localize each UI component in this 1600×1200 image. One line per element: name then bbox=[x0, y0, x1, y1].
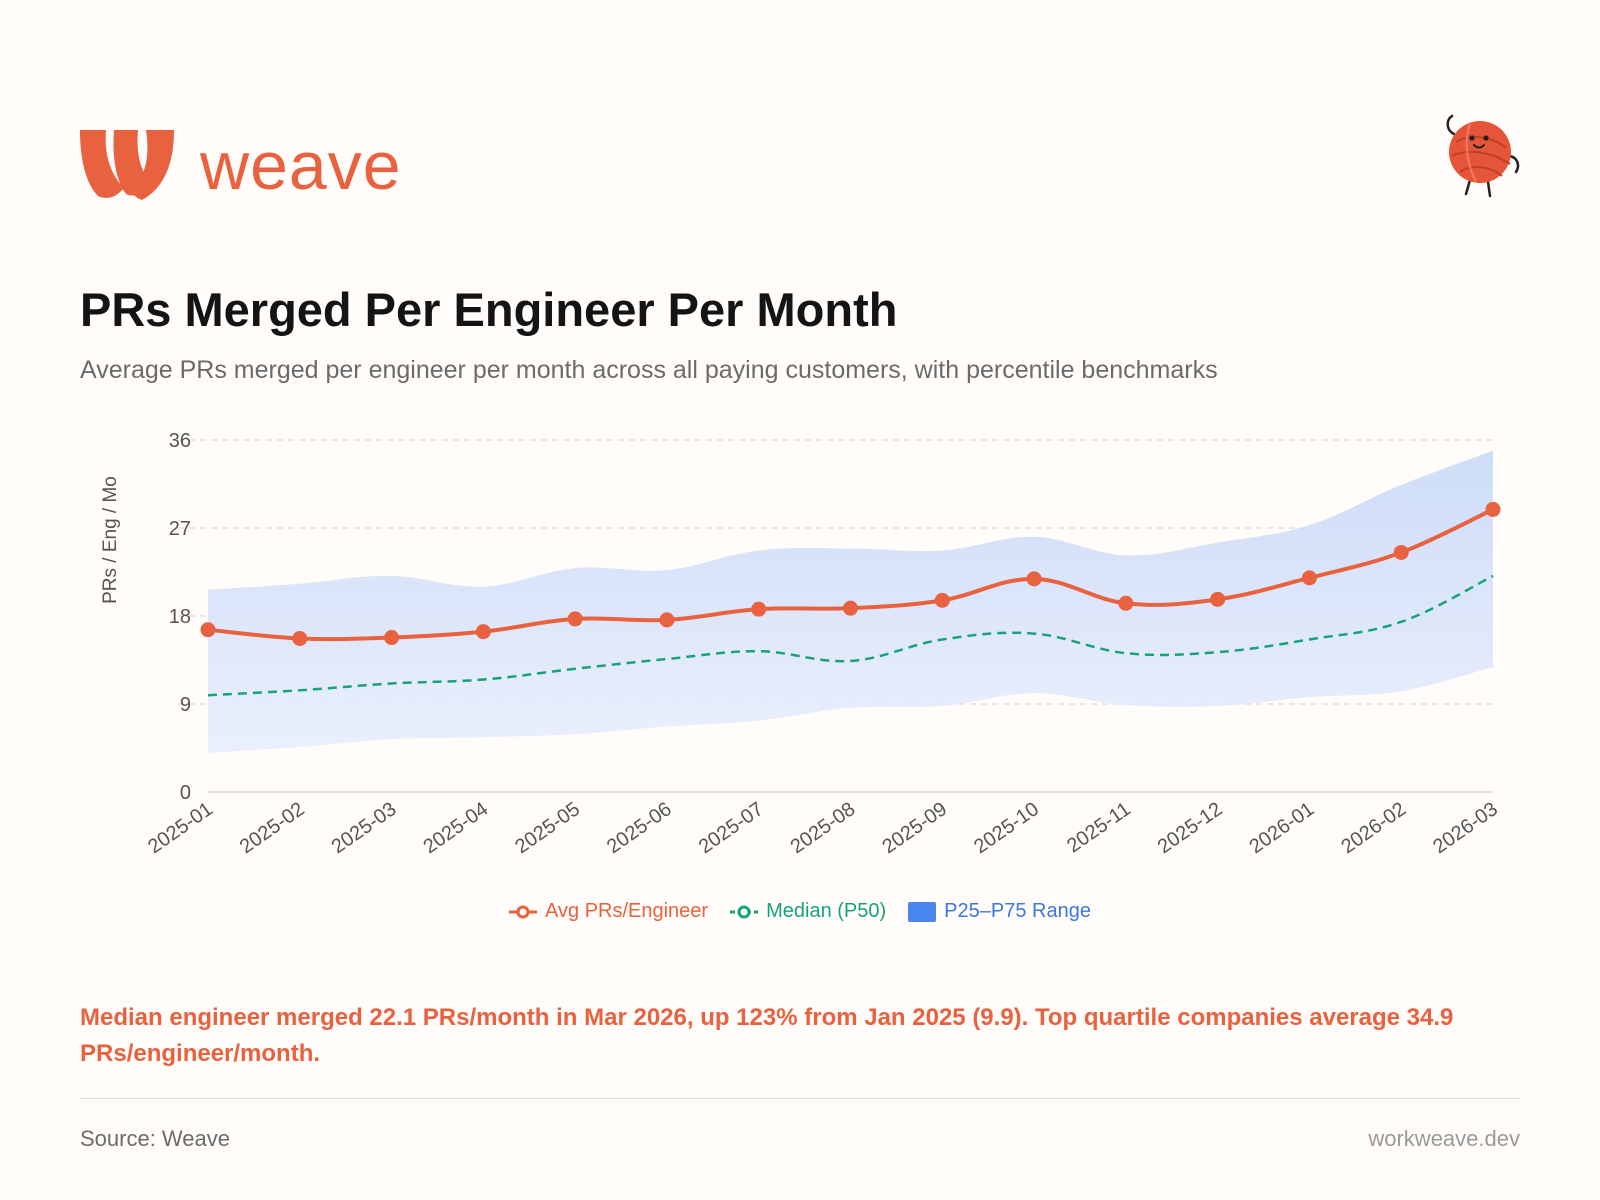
x-tick-label: 2025-02 bbox=[236, 798, 309, 858]
x-tick-label: 2026-01 bbox=[1246, 798, 1319, 858]
legend-item-avg[interactable]: Avg PRs/Engineer bbox=[509, 900, 708, 923]
brand-name: weave bbox=[200, 128, 402, 204]
avg-point[interactable] bbox=[475, 624, 491, 640]
chart-legend: Avg PRs/Engineer Median (P50) P25–P75 Ra… bbox=[0, 900, 1600, 923]
avg-point[interactable] bbox=[1485, 501, 1501, 517]
source-text: Source: Weave bbox=[80, 1126, 231, 1151]
chart-title: PRs Merged Per Engineer Per Month bbox=[80, 283, 898, 336]
legend-item-range[interactable]: P25–P75 Range bbox=[908, 900, 1091, 923]
legend-avg-label: Avg PRs/Engineer bbox=[545, 900, 709, 922]
y-axis-label: PRs / Eng / Mo bbox=[100, 476, 121, 604]
y-tick-label: 27 bbox=[169, 518, 191, 540]
legend-median-swatch-icon bbox=[730, 905, 759, 918]
avg-point[interactable] bbox=[1026, 571, 1042, 587]
insight-text: Median engineer merged 22.1 PRs/month in… bbox=[80, 1004, 1454, 1067]
weave-w-logo-icon bbox=[80, 130, 174, 200]
legend-avg-swatch-icon bbox=[509, 905, 538, 918]
avg-point[interactable] bbox=[934, 592, 950, 608]
x-tick-label: 2025-05 bbox=[511, 798, 584, 858]
avg-point[interactable] bbox=[659, 612, 675, 628]
avg-point[interactable] bbox=[1393, 544, 1409, 560]
y-tick-label: 9 bbox=[180, 694, 191, 716]
x-tick-label: 2025-09 bbox=[878, 798, 951, 858]
x-tick-label: 2025-11 bbox=[1063, 798, 1135, 857]
avg-point[interactable] bbox=[1210, 591, 1226, 607]
x-tick-label: 2026-02 bbox=[1337, 798, 1410, 858]
legend-median-label: Median (P50) bbox=[766, 900, 887, 922]
avg-point[interactable] bbox=[843, 600, 858, 616]
avg-point[interactable] bbox=[1118, 595, 1134, 611]
y-tick-label: 18 bbox=[169, 606, 191, 628]
legend-range-label: P25–P75 Range bbox=[944, 900, 1091, 922]
x-tick-label: 2026-03 bbox=[1429, 798, 1502, 858]
y-tick-label: 0 bbox=[180, 782, 191, 804]
avg-point[interactable] bbox=[200, 622, 216, 638]
median-line bbox=[207, 574, 1494, 697]
chart-subtitle: Average PRs merged per engineer per mont… bbox=[80, 356, 1218, 384]
legend-range-swatch-icon bbox=[908, 901, 937, 922]
x-tick-label: 2025-03 bbox=[328, 798, 401, 858]
site-link[interactable]: workweave.dev bbox=[1368, 1126, 1520, 1151]
avg-point[interactable] bbox=[751, 601, 767, 617]
x-tick-label: 2025-01 bbox=[144, 798, 217, 858]
x-tick-label: 2025-06 bbox=[603, 798, 676, 858]
avg-point[interactable] bbox=[292, 630, 308, 646]
legend-item-median[interactable]: Median (P50) bbox=[730, 900, 886, 923]
x-tick-label: 2025-10 bbox=[970, 798, 1043, 858]
yarn-ball-mascot-icon bbox=[1446, 114, 1520, 198]
x-tick-label: 2025-12 bbox=[1154, 798, 1227, 858]
x-tick-label: 2025-04 bbox=[419, 798, 492, 858]
avg-point[interactable] bbox=[1301, 570, 1317, 586]
x-tick-label: 2025-07 bbox=[695, 798, 768, 858]
avg-point[interactable] bbox=[384, 630, 400, 646]
x-tick-label: 2025-08 bbox=[787, 798, 860, 858]
y-tick-label: 36 bbox=[169, 430, 191, 452]
footer-divider bbox=[80, 1098, 1520, 1099]
avg-point[interactable] bbox=[567, 611, 583, 627]
brand-logo: weave bbox=[80, 130, 402, 202]
